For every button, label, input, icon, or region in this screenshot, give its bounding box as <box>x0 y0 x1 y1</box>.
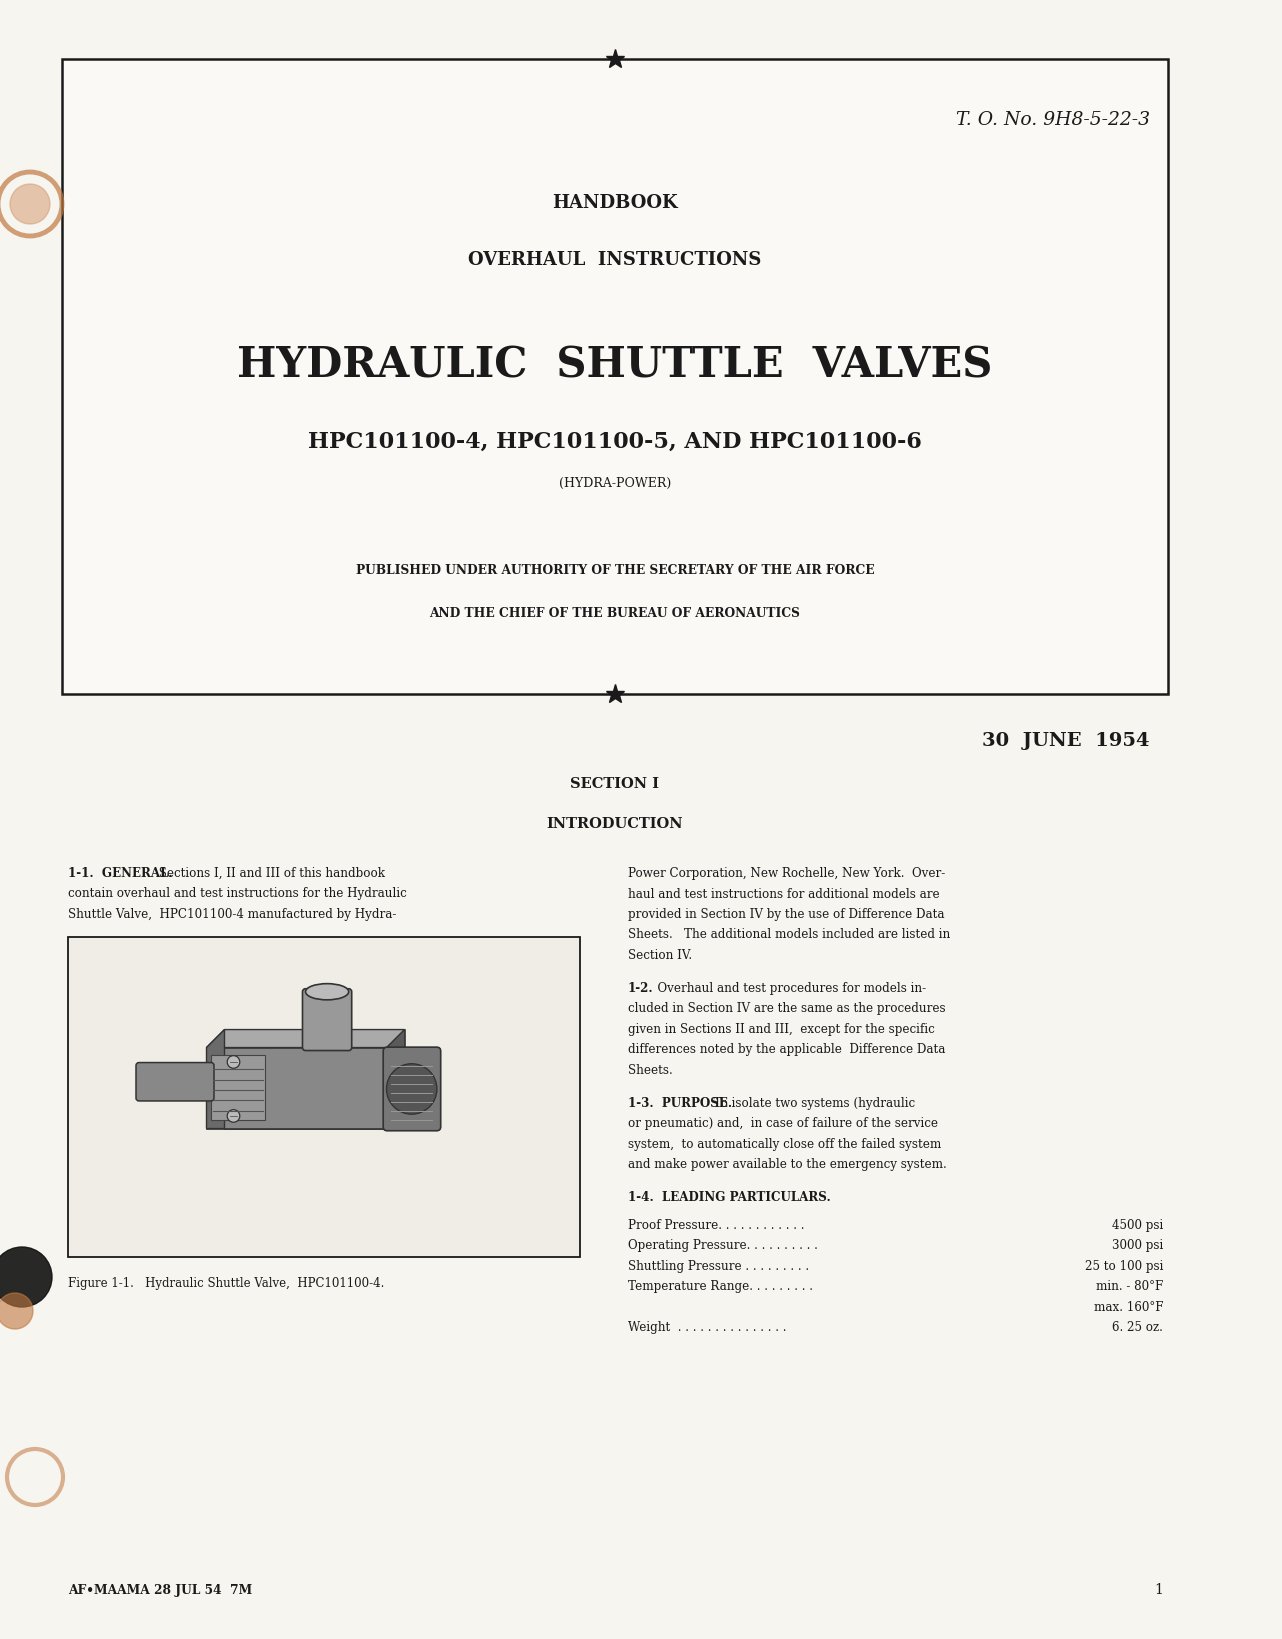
Text: Sheets.: Sheets. <box>628 1064 673 1077</box>
Bar <box>206 1047 386 1129</box>
FancyBboxPatch shape <box>383 1047 441 1131</box>
Text: T. O. No. 9H8-5-22-3: T. O. No. 9H8-5-22-3 <box>956 111 1150 129</box>
Text: 1-2.: 1-2. <box>628 982 654 995</box>
Text: Power Corporation, New Rochelle, New York.  Over-: Power Corporation, New Rochelle, New Yor… <box>628 867 945 880</box>
Text: 30  JUNE  1954: 30 JUNE 1954 <box>982 733 1150 751</box>
Circle shape <box>0 1293 33 1329</box>
Text: Shuttling Pressure . . . . . . . . .: Shuttling Pressure . . . . . . . . . <box>628 1260 809 1272</box>
Text: Operating Pressure. . . . . . . . . .: Operating Pressure. . . . . . . . . . <box>628 1239 818 1252</box>
Text: Proof Pressure. . . . . . . . . . . .: Proof Pressure. . . . . . . . . . . . <box>628 1218 805 1231</box>
Bar <box>62 59 1168 693</box>
Circle shape <box>386 1064 437 1115</box>
Text: HPC101100-4, HPC101100-5, AND HPC101100-6: HPC101100-4, HPC101100-5, AND HPC101100-… <box>308 431 922 452</box>
Text: 4500 psi: 4500 psi <box>1111 1218 1163 1231</box>
Text: Weight  . . . . . . . . . . . . . . .: Weight . . . . . . . . . . . . . . . <box>628 1321 786 1334</box>
Circle shape <box>10 184 50 225</box>
Text: and make power available to the emergency system.: and make power available to the emergenc… <box>628 1159 946 1172</box>
Text: 1: 1 <box>1154 1583 1163 1596</box>
Text: differences noted by the applicable  Difference Data: differences noted by the applicable Diff… <box>628 1044 945 1056</box>
Bar <box>62 59 1168 693</box>
Text: OVERHAUL  INSTRUCTIONS: OVERHAUL INSTRUCTIONS <box>468 251 762 269</box>
Text: AND THE CHIEF OF THE BUREAU OF AERONAUTICS: AND THE CHIEF OF THE BUREAU OF AERONAUTI… <box>429 606 800 620</box>
Text: Figure 1-1.   Hydraulic Shuttle Valve,  HPC101100-4.: Figure 1-1. Hydraulic Shuttle Valve, HPC… <box>68 1277 385 1290</box>
Text: 1-3.  PURPOSE.: 1-3. PURPOSE. <box>628 1096 732 1110</box>
Circle shape <box>227 1056 240 1069</box>
Bar <box>68 936 579 1257</box>
FancyBboxPatch shape <box>303 988 351 1051</box>
Text: SECTION I: SECTION I <box>570 777 659 792</box>
Text: 1-4.  LEADING PARTICULARS.: 1-4. LEADING PARTICULARS. <box>628 1192 831 1205</box>
Circle shape <box>0 1247 53 1306</box>
Bar <box>212 1056 265 1119</box>
Polygon shape <box>206 1029 224 1129</box>
Text: (HYDRA-POWER): (HYDRA-POWER) <box>559 477 670 490</box>
Text: max. 160°F: max. 160°F <box>1094 1301 1163 1313</box>
Text: given in Sections II and III,  except for the specific: given in Sections II and III, except for… <box>628 1023 935 1036</box>
Text: provided in Section IV by the use of Difference Data: provided in Section IV by the use of Dif… <box>628 908 945 921</box>
Text: 6. 25 oz.: 6. 25 oz. <box>1111 1321 1163 1334</box>
Text: AF•MAAMA 28 JUL 54  7M: AF•MAAMA 28 JUL 54 7M <box>68 1583 253 1596</box>
Text: Overhaul and test procedures for models in-: Overhaul and test procedures for models … <box>650 982 926 995</box>
Text: haul and test instructions for additional models are: haul and test instructions for additiona… <box>628 887 940 900</box>
Text: HANDBOOK: HANDBOOK <box>553 193 678 211</box>
Text: Temperature Range. . . . . . . . .: Temperature Range. . . . . . . . . <box>628 1280 813 1293</box>
FancyBboxPatch shape <box>136 1062 214 1101</box>
Text: 3000 psi: 3000 psi <box>1111 1239 1163 1252</box>
Text: cluded in Section IV are the same as the procedures: cluded in Section IV are the same as the… <box>628 1003 946 1015</box>
Text: Sheets.   The additional models included are listed in: Sheets. The additional models included a… <box>628 929 950 941</box>
Circle shape <box>227 1110 240 1123</box>
Text: To isolate two systems (hydraulic: To isolate two systems (hydraulic <box>706 1096 915 1110</box>
Text: Sections I, II and III of this handbook: Sections I, II and III of this handbook <box>155 867 385 880</box>
Text: contain overhaul and test instructions for the Hydraulic: contain overhaul and test instructions f… <box>68 887 406 900</box>
Text: min. - 80°F: min. - 80°F <box>1096 1280 1163 1293</box>
Text: INTRODUCTION: INTRODUCTION <box>546 816 683 831</box>
Text: PUBLISHED UNDER AUTHORITY OF THE SECRETARY OF THE AIR FORCE: PUBLISHED UNDER AUTHORITY OF THE SECRETA… <box>355 564 874 577</box>
Text: 25 to 100 psi: 25 to 100 psi <box>1085 1260 1163 1272</box>
Polygon shape <box>206 1029 405 1047</box>
FancyBboxPatch shape <box>224 1029 405 1129</box>
Text: Shuttle Valve,  HPC101100-4 manufactured by Hydra-: Shuttle Valve, HPC101100-4 manufactured … <box>68 908 396 921</box>
Text: Section IV.: Section IV. <box>628 949 692 962</box>
Text: 1-1.  GENERAL.: 1-1. GENERAL. <box>68 867 173 880</box>
Text: HYDRAULIC  SHUTTLE  VALVES: HYDRAULIC SHUTTLE VALVES <box>237 344 992 387</box>
Ellipse shape <box>305 983 349 1000</box>
Text: system,  to automatically close off the failed system: system, to automatically close off the f… <box>628 1137 941 1151</box>
Text: or pneumatic) and,  in case of failure of the service: or pneumatic) and, in case of failure of… <box>628 1118 938 1131</box>
